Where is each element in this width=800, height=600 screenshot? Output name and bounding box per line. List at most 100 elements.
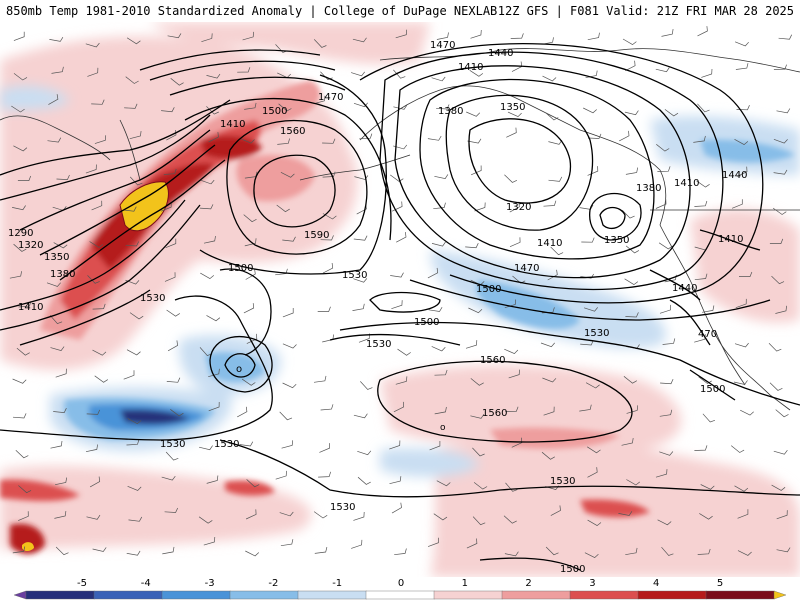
wind-barb: [13, 145, 28, 152]
wind-barb: [85, 444, 98, 453]
wind-barb: [735, 298, 747, 309]
contour-west-tight-2: [0, 114, 211, 201]
warm-anomaly-ridge-core: [490, 427, 620, 449]
wind-barb: [698, 376, 712, 384]
wind-barb: [510, 33, 524, 39]
wind-barb: [87, 275, 100, 284]
wind-barb: [18, 301, 32, 308]
wind-barb: [772, 207, 787, 215]
height-label: 1530: [214, 439, 239, 450]
wind-barb: [436, 480, 451, 487]
wind-barb: [86, 409, 101, 415]
wind-barb: [245, 269, 256, 280]
wind-barb: [170, 409, 184, 417]
wind-barb: [161, 107, 175, 113]
height-label: 1440: [672, 283, 697, 294]
high-pressure-center-mark: o: [440, 423, 446, 433]
wind-barb: [206, 73, 221, 79]
contour-1350-low: [599, 206, 626, 229]
wind-barb: [469, 70, 484, 77]
height-label: 1350: [44, 252, 69, 263]
wind-barb: [92, 547, 107, 552]
contour-west-tight-5: [59, 159, 226, 281]
contour-1530-south: [329, 333, 461, 346]
wind-barb: [49, 315, 63, 325]
warm-anomaly-sw-blob: [10, 523, 45, 555]
wind-barb: [543, 200, 557, 207]
color-scale-swatch: [229, 590, 299, 600]
height-label: 1470: [514, 263, 539, 274]
wind-barb: [583, 107, 597, 114]
wind-barb: [622, 38, 637, 46]
wind-barb: [282, 236, 296, 242]
wind-barb: [353, 511, 365, 521]
wind-barb: [697, 548, 711, 555]
height-label: 470: [698, 329, 717, 340]
wind-barb: [621, 438, 634, 446]
wind-barb: [322, 138, 336, 144]
wind-barb: [776, 510, 788, 520]
wind-barb: [655, 469, 668, 478]
height-label: 1560: [280, 126, 305, 137]
warm-anomaly-south-ridge: [380, 365, 682, 454]
wind-barb: [278, 103, 292, 112]
wind-barb: [625, 547, 638, 556]
wind-barb: [129, 176, 143, 186]
wind-barb: [625, 167, 639, 175]
wind-barb: [353, 413, 368, 419]
contour-1500-west-low: [209, 335, 273, 393]
wind-barb: [504, 348, 519, 355]
wind-barb: [357, 450, 372, 456]
wind-barb: [314, 547, 328, 554]
wind-barb: [433, 202, 446, 210]
wind-barb: [125, 76, 139, 84]
wind-barb: [474, 202, 486, 212]
height-label: 1440: [722, 170, 747, 181]
wind-barb: [208, 132, 219, 143]
contour-west-tight-8: [19, 289, 151, 346]
contour-1470-rockies: [669, 299, 711, 346]
wind-barb: [587, 446, 601, 454]
aleutian-islands: [299, 154, 411, 181]
wind-barb: [740, 409, 754, 416]
extreme-warm-anomaly-sw: [22, 542, 34, 551]
wind-barb: [655, 199, 667, 209]
wind-barb: [427, 267, 439, 279]
height-label: 1410: [537, 238, 562, 249]
wind-barb: [545, 112, 559, 121]
contour-west-tight-3: [19, 129, 211, 231]
wind-barb: [351, 539, 363, 549]
wind-barb: [127, 485, 142, 491]
wind-barb: [431, 76, 446, 82]
wind-barb: [737, 550, 752, 556]
contour-1500-bottom: [479, 557, 581, 571]
wind-barb: [427, 537, 439, 547]
height-label: 1410: [220, 119, 245, 130]
wind-barb: [313, 39, 327, 48]
wind-barb: [773, 138, 788, 144]
wind-barb: [619, 130, 630, 142]
wind-barb: [48, 94, 59, 105]
wind-barb: [87, 67, 99, 77]
height-label: 1350: [500, 102, 525, 113]
wind-barb: [470, 29, 482, 39]
wind-barb: [56, 174, 70, 180]
wind-barb: [170, 78, 184, 86]
wind-barb: [702, 305, 715, 313]
contour-labels: 1470 1440 1410 1470 1500 1560 1410 1380 …: [8, 40, 747, 575]
wind-barb: [55, 368, 67, 378]
contour-1530-south-band: [219, 439, 800, 498]
height-label: 1530: [366, 339, 391, 350]
wind-barb: [626, 479, 641, 486]
color-scale-swatches: [13, 590, 787, 600]
contour-1500-gulf: [409, 279, 771, 321]
wind-barb: [436, 104, 450, 110]
height-label: 1320: [506, 202, 531, 213]
wind-barb: [397, 348, 411, 356]
wind-barb: [243, 303, 255, 314]
wind-barb: [313, 95, 326, 105]
wind-barb: [127, 418, 142, 425]
wind-barb: [200, 179, 215, 185]
color-scale-swatch: [569, 590, 639, 600]
wind-barb: [166, 377, 181, 383]
